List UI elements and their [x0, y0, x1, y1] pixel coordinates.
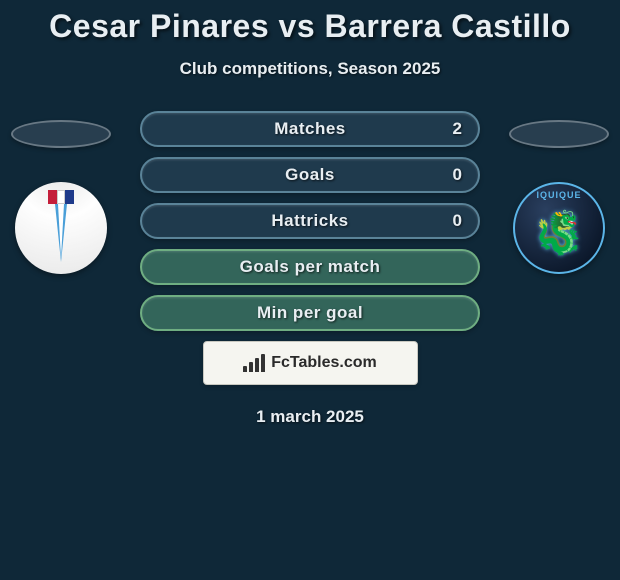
stat-value: 0	[453, 165, 462, 185]
stat-label: Hattricks	[271, 211, 348, 231]
date-label: 1 march 2025	[0, 407, 620, 427]
subtitle: Club competitions, Season 2025	[0, 59, 620, 79]
brand-badge[interactable]: FcTables.com	[203, 341, 418, 385]
stat-label: Min per goal	[257, 303, 363, 323]
stat-label: Matches	[274, 119, 346, 139]
stats-list: Matches 2 Goals 0 Hattricks 0 Goals per match M…	[0, 111, 620, 331]
stat-value: 0	[453, 211, 462, 231]
comparison-card: Cesar Pinares vs Barrera Castillo Club c…	[0, 0, 620, 580]
stat-label: Goals per match	[240, 257, 381, 277]
stat-bar: Hattricks 0	[140, 203, 480, 239]
stat-bar: Matches 2	[140, 111, 480, 147]
stat-label: Goals	[285, 165, 335, 185]
stat-value: 2	[453, 119, 462, 139]
brand-text: FcTables.com	[271, 354, 377, 372]
stat-bar: Goals per match	[140, 249, 480, 285]
stat-bar: Goals 0	[140, 157, 480, 193]
page-title: Cesar Pinares vs Barrera Castillo	[0, 8, 620, 45]
stat-bar: Min per goal	[140, 295, 480, 331]
chart-icon	[243, 354, 265, 372]
